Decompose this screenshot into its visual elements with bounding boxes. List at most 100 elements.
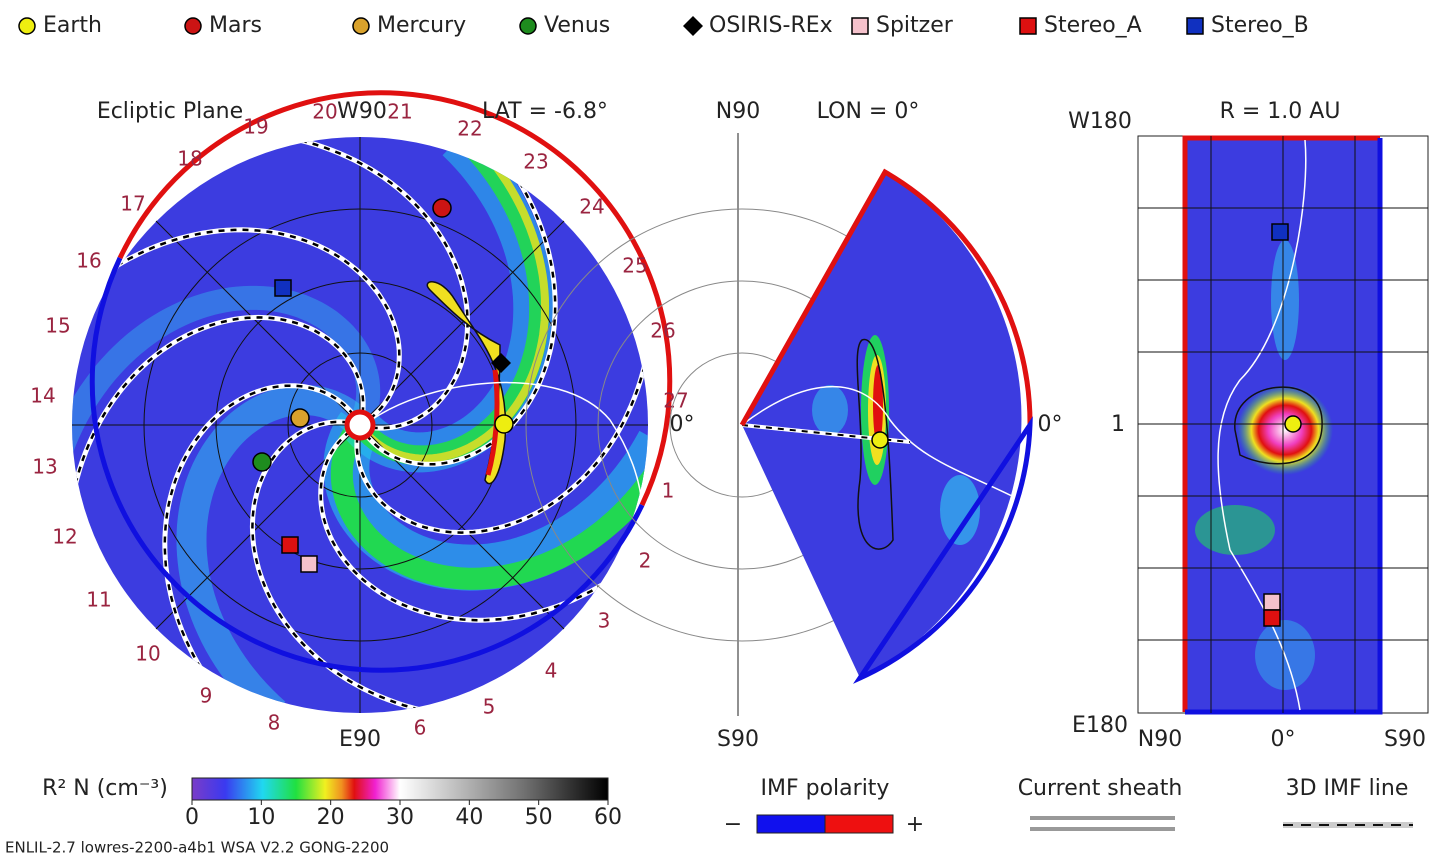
legend-marker [1186,17,1204,35]
body-marker [300,555,318,573]
clock-label: 16 [76,249,101,273]
legend-label: Stereo_B [1211,13,1309,38]
body-marker [494,414,514,434]
imf-negative [756,814,826,834]
clock-label: 2 [639,549,652,573]
clock-label: 17 [120,192,145,216]
imf-line [72,316,365,506]
body-marker [871,431,889,449]
legend-label: Venus [544,13,610,38]
imf-line-title: 3D IMF line [1286,776,1409,801]
imf-line-key: 3D IMF line [1283,776,1413,828]
body-marker [1271,223,1289,241]
clock-label: 9 [200,684,213,708]
legend-label: Earth [43,13,102,38]
density-band [176,385,372,713]
clock-label: 25 [622,254,647,278]
meridional-structure [742,335,1021,550]
legend-label: Mars [209,13,262,38]
map-rim-positive [1182,135,1380,712]
footer: ENLIL-2.7 lowres-2200-a4b1 WSA V2.2 GONG… [5,839,389,854]
map-grid [1138,136,1428,713]
imf-line [97,228,401,427]
body-marker [274,279,292,297]
body-marker [281,536,299,554]
clock-label: 4 [545,659,558,683]
map-x-label: N90 [1138,727,1182,752]
legend-marker [352,17,370,35]
lon-label: LON = 0° [817,99,920,124]
e180-label: E180 [1072,713,1128,738]
map-panel: W180 R = 1.0 AU 1 E180 N90 0° S90 [1068,99,1429,752]
clock-label: 15 [45,314,70,338]
imf-line [279,137,469,430]
clock-label: 20 [312,100,337,124]
body-marker [252,452,272,472]
clock-label: 12 [52,525,77,549]
zero-label: 0° [670,412,695,437]
ecliptic-title: Ecliptic Plane [97,99,243,124]
legend: Earth Mars Mercury Venus OSIRIS-REx Spitzer St… [18,13,1309,38]
legend-marker [184,17,202,35]
imf-line [355,344,648,534]
center-label: 1 [1111,412,1125,437]
wedge-rim-positive [739,168,1033,427]
imf-line [319,423,623,622]
legend-label: OSIRIS-REx [709,13,833,38]
tick-label: 10 [247,805,275,830]
imf-lines [72,137,648,713]
imf-line [251,420,441,713]
clock-label: 11 [86,588,111,612]
map-rim-negative [1185,138,1383,715]
rim-negative [89,256,645,673]
clock-label: 10 [135,642,160,666]
body-marker [290,408,310,428]
current-sheath [364,381,643,506]
n90-label: N90 [716,99,760,124]
clock-label: 3 [598,609,611,633]
imf-line [358,162,557,466]
clock-label: 26 [650,319,675,343]
legend-label: Mercury [377,13,466,38]
clock-label: 23 [523,150,548,174]
clock-label: 18 [177,147,202,171]
imf-positive [824,814,894,834]
tick-label: 30 [386,805,414,830]
imf-plus: + [906,812,924,837]
imf-title: IMF polarity [761,776,890,801]
lat-label: LAT = -6.8° [482,99,608,124]
colorbar: R² N (cm⁻³) 0 10 20 30 40 50 60 [42,776,622,830]
tick-label: 60 [594,805,622,830]
imf-key: IMF polarity − + [724,776,924,837]
meridional-panel: N90 LON = 0° S90 0° [525,99,1063,752]
density-band [72,285,381,455]
sheath-key: Current sheath [1018,776,1182,831]
clock-label: 6 [414,716,427,740]
density-band [330,417,648,590]
tick-label: 0 [185,805,199,830]
ecliptic-panel: Ecliptic Plane W90 LAT = -6.8° E90 0° 12… [30,90,695,752]
wedge-rim-negative [853,416,1033,684]
clock-label: 24 [579,195,604,219]
legend-marker [519,17,537,35]
colorbar-label: R² N (cm⁻³) [42,776,168,801]
body-marker [1263,593,1281,611]
map-x-label: 0° [1271,727,1296,752]
density-bands [72,137,648,713]
radius-label: R = 1.0 AU [1220,99,1341,124]
tick-label: 50 [525,805,553,830]
clock-label: 27 [663,389,688,413]
legend-label: Stereo_A [1044,13,1142,38]
legend-label: Spitzer [876,13,954,38]
clock-label: 5 [483,695,496,719]
body-marker [432,198,452,218]
tick-label: 40 [455,805,483,830]
legend-marker [1019,17,1037,35]
colorbar-gradient [191,777,609,801]
body-marker [491,353,511,373]
imf-minus: − [724,812,742,837]
e90-label: E90 [339,727,381,752]
w180-label: W180 [1068,109,1132,134]
